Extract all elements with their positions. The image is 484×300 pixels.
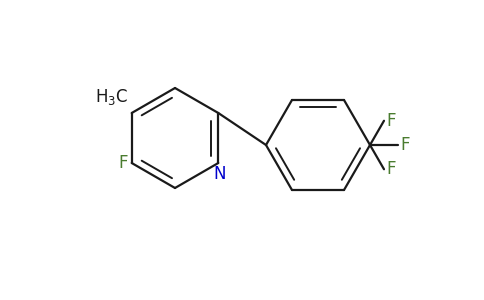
Text: F: F <box>386 160 395 178</box>
Text: F: F <box>386 112 395 130</box>
Text: H$_3$C: H$_3$C <box>95 87 129 107</box>
Text: F: F <box>118 154 128 172</box>
Text: F: F <box>400 136 409 154</box>
Text: N: N <box>213 165 226 183</box>
